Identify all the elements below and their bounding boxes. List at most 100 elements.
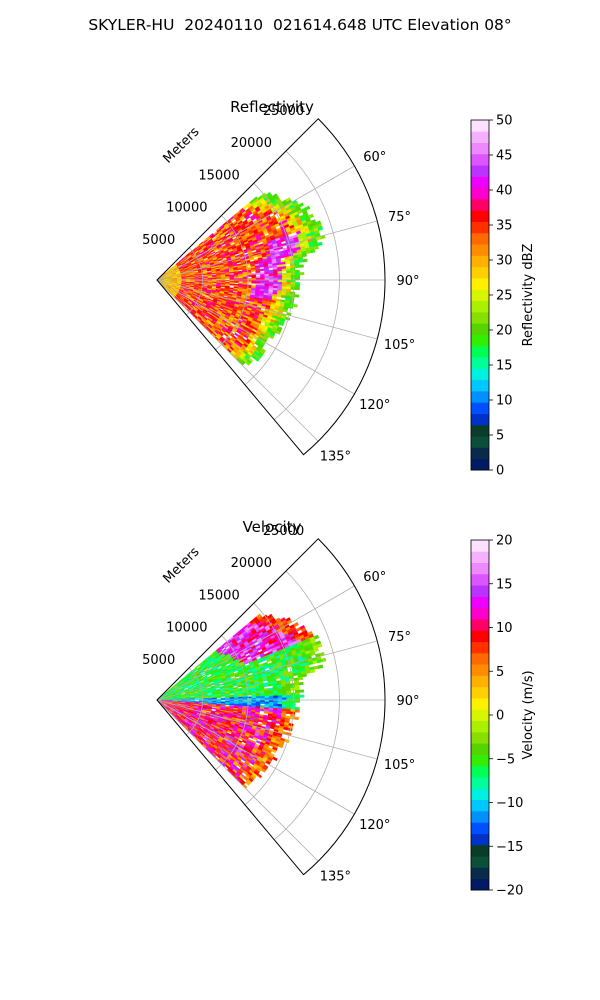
echo-cell bbox=[185, 700, 191, 702]
echo-cell bbox=[268, 265, 274, 269]
azimuth-gridline bbox=[156, 279, 378, 340]
colorbar-swatch bbox=[471, 210, 489, 223]
echo-cell bbox=[286, 704, 292, 708]
echo-cell bbox=[290, 286, 296, 290]
echo-cell bbox=[298, 681, 304, 686]
colorbar-swatch bbox=[471, 368, 489, 381]
range-tick-label: 20000 bbox=[231, 136, 272, 151]
azimuth-gridline bbox=[156, 220, 378, 281]
colorbar-swatch bbox=[471, 153, 489, 166]
echo-cell bbox=[229, 691, 235, 694]
azimuth-gridline bbox=[156, 279, 319, 442]
echo-cell bbox=[308, 213, 315, 219]
echo-cell bbox=[299, 689, 305, 693]
colorbar-swatch bbox=[471, 311, 489, 324]
echo-cell bbox=[302, 258, 308, 263]
echo-cell bbox=[272, 756, 278, 762]
echo-cell bbox=[295, 694, 301, 698]
colorbar-tick-label: 40 bbox=[496, 184, 513, 199]
azimuth-tick-label: 90° bbox=[396, 274, 419, 289]
colorbar-swatch bbox=[471, 300, 489, 313]
range-ring bbox=[273, 150, 340, 421]
echo-cell bbox=[251, 696, 257, 699]
echo-cell bbox=[280, 295, 286, 299]
echo-cell bbox=[273, 281, 279, 285]
figure-title: SKYLER-HU 20240110 021614.648 UTC Elevat… bbox=[88, 16, 512, 34]
echo-cell bbox=[264, 275, 270, 279]
echo-cell bbox=[264, 693, 270, 697]
echo-cell bbox=[290, 687, 296, 691]
range-tick-label: 5000 bbox=[142, 233, 175, 248]
azimuth-tick-label: 60° bbox=[363, 150, 386, 165]
echo-cell bbox=[190, 282, 195, 284]
colorbar-swatch bbox=[471, 458, 489, 471]
echo-cell bbox=[203, 283, 208, 286]
echo-cell bbox=[290, 692, 296, 696]
echo-cell bbox=[255, 272, 261, 276]
echo-cell bbox=[313, 245, 319, 250]
echo-cell bbox=[281, 695, 287, 699]
colorbar-swatch bbox=[471, 142, 489, 155]
echo-cell bbox=[259, 708, 265, 712]
azimuth-gridline bbox=[156, 279, 355, 395]
echo-cell bbox=[220, 694, 226, 697]
echo-cell bbox=[281, 692, 287, 696]
range-ring bbox=[215, 215, 249, 351]
colorbar-tick-label: 25 bbox=[496, 289, 513, 304]
echo-cell bbox=[281, 272, 287, 276]
echo-cell bbox=[281, 701, 287, 705]
echo-cell bbox=[304, 205, 311, 211]
colorbar-swatch bbox=[471, 379, 489, 392]
azimuth-tick-label: 120° bbox=[359, 398, 390, 413]
echo-cell bbox=[290, 282, 296, 286]
colorbar-tick-label: 5 bbox=[496, 429, 504, 444]
echo-cell bbox=[301, 673, 307, 678]
colorbar-swatch bbox=[471, 436, 489, 448]
echo-cell bbox=[295, 692, 300, 696]
echo-cell bbox=[229, 277, 235, 279]
echo-cell bbox=[211, 707, 217, 710]
echo-cell bbox=[251, 276, 257, 279]
echo-cell bbox=[211, 285, 217, 288]
echo-cell bbox=[289, 678, 295, 682]
echo-cell bbox=[268, 695, 274, 699]
range-tick-label: 15000 bbox=[198, 168, 239, 183]
echo-cell bbox=[194, 697, 200, 699]
echo-cell bbox=[294, 264, 300, 269]
echo-cell bbox=[211, 705, 217, 708]
colorbar-swatch bbox=[471, 345, 489, 358]
colorbar-tick-label: 20 bbox=[496, 324, 513, 339]
echo-cell bbox=[298, 264, 304, 268]
range-tick-label: 10000 bbox=[166, 201, 207, 216]
echo-cell bbox=[260, 701, 266, 705]
echo-cell bbox=[317, 241, 323, 247]
echo-cell bbox=[295, 274, 301, 278]
azimuth-tick-label: 75° bbox=[388, 210, 411, 225]
echo-cell bbox=[298, 202, 305, 208]
echo-cell bbox=[277, 744, 284, 749]
colorbar-tick-label: 50 bbox=[496, 114, 513, 129]
echo-cell bbox=[294, 709, 300, 713]
range-ring bbox=[186, 247, 203, 316]
echo-cell bbox=[313, 665, 319, 670]
echo-cell bbox=[298, 259, 304, 263]
echo-cell bbox=[290, 694, 296, 698]
echo-cell bbox=[286, 695, 292, 698]
colorbar-swatch bbox=[471, 357, 489, 369]
echo-cell bbox=[264, 273, 270, 277]
echo-cell bbox=[251, 281, 257, 284]
echo-cell bbox=[286, 275, 292, 278]
echo-cell bbox=[255, 694, 261, 697]
echo-cell bbox=[316, 643, 323, 648]
echo-cell bbox=[293, 622, 299, 628]
colorbar-tick-label: 35 bbox=[496, 219, 513, 234]
echo-cell bbox=[273, 275, 279, 279]
echo-cell bbox=[275, 330, 281, 335]
echo-cell bbox=[268, 334, 274, 340]
echo-cell bbox=[264, 695, 270, 699]
azimuth-gridline bbox=[156, 165, 355, 281]
echo-cell bbox=[277, 275, 283, 279]
echo-cell bbox=[273, 273, 279, 277]
echo-cell bbox=[289, 716, 295, 720]
